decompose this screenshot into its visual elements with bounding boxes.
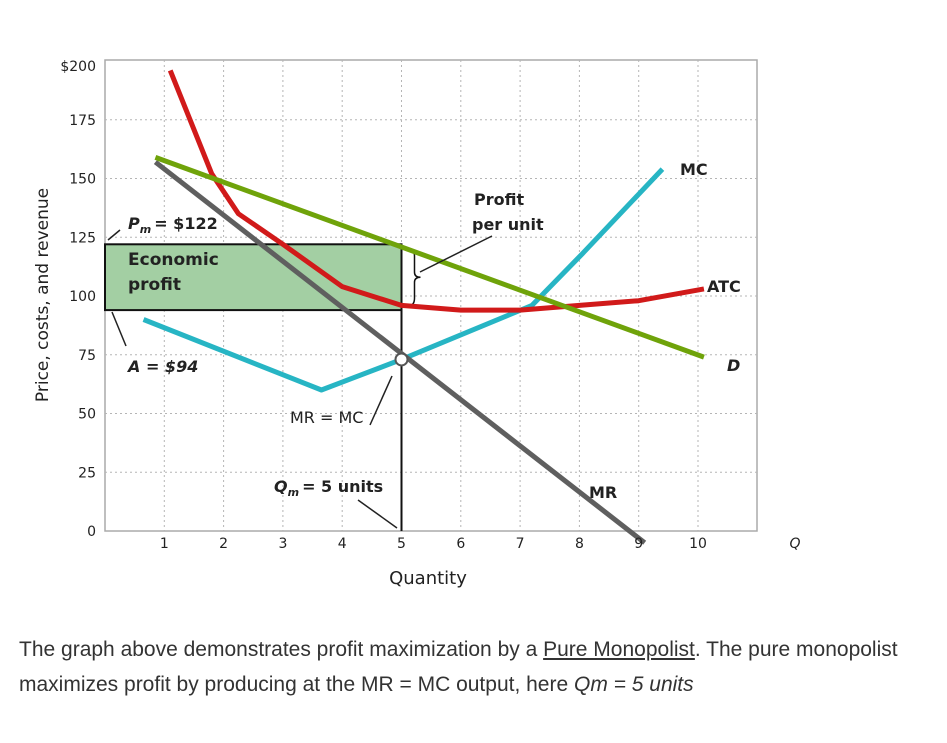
pure-monopolist-link[interactable]: Pure Monopolist (543, 638, 695, 661)
qm-value: = 5 units (302, 477, 383, 496)
x-tick-label-1: 1 (160, 536, 169, 552)
x-axis-label: Quantity (389, 568, 467, 589)
x-tick-label-10: 10 (689, 536, 707, 552)
profit-per-unit-brace (407, 247, 421, 307)
y-tick-label-75: 75 (78, 348, 96, 364)
a-annotation: A = $94 (126, 357, 198, 376)
qm-subscript: m (288, 486, 299, 499)
series-d-label: D (727, 356, 740, 375)
pm-value: = $122 (154, 214, 218, 233)
mr-equals-mc-label: MR = MC (290, 408, 363, 427)
profit-per-unit-label-2: per unit (472, 215, 544, 234)
series-d-line (154, 155, 705, 360)
x-tick-label-9: 9 (634, 536, 643, 552)
y-tick-label-150: 150 (69, 172, 96, 188)
x-tick-label-3: 3 (278, 536, 287, 552)
pm-pointer (107, 229, 121, 241)
profit-per-unit-label-1: Profit (474, 190, 524, 209)
y-tick-label-175: 175 (69, 113, 96, 129)
series-mr-label: MR (589, 483, 617, 502)
pm-annotation: Pm = $122 (128, 214, 218, 236)
x-tick-label-5: 5 (397, 536, 406, 552)
qm-annotation: Qm = 5 units (274, 477, 383, 499)
x-tick-label-2: 2 (219, 536, 228, 552)
pm-symbol: P (128, 214, 140, 233)
qm-pointer (357, 499, 398, 529)
mr-mc-pointer (369, 375, 393, 426)
series-atc-line (167, 69, 705, 313)
x-tick-label-6: 6 (456, 536, 465, 552)
y-tick-label-100: 100 (69, 289, 96, 305)
y-top-label: $200 (60, 59, 96, 75)
y-tick-label-25: 25 (78, 465, 96, 481)
caption-emphasis: Qm = 5 units (574, 673, 694, 696)
profit-per-unit-pointer (419, 235, 493, 273)
mr-mc-intersection-point (394, 352, 409, 367)
x-axis-end-label: Q (789, 536, 800, 552)
y-tick-label-0: 0 (87, 524, 96, 540)
y-axis-label: Price, costs, and revenue (33, 188, 53, 402)
series-mr-line (153, 160, 647, 545)
y-tick-label-125: 125 (69, 230, 96, 246)
a-pointer (111, 311, 127, 347)
series-mc-label: MC (680, 160, 708, 179)
x-tick-label-8: 8 (575, 536, 584, 552)
x-tick-label-4: 4 (338, 536, 347, 552)
qm-symbol: Q (274, 477, 288, 496)
economic-profit-label-2: profit (128, 275, 181, 295)
curves: MC ATC D MR (142, 69, 741, 545)
caption-text-2: . The pure monopolist maximizes profit b… (19, 638, 898, 696)
economic-profit-rect (104, 243, 403, 312)
pm-subscript: m (140, 223, 151, 236)
series-mc-line (142, 167, 665, 393)
caption: The graph above demonstrates profit maxi… (19, 632, 919, 702)
x-tick-label-7: 7 (516, 536, 525, 552)
series-atc-label: ATC (707, 277, 741, 296)
economic-profit-label-1: Economic (128, 250, 219, 270)
y-tick-label-50: 50 (78, 407, 96, 423)
caption-text-1: The graph above demonstrates profit maxi… (19, 638, 544, 661)
